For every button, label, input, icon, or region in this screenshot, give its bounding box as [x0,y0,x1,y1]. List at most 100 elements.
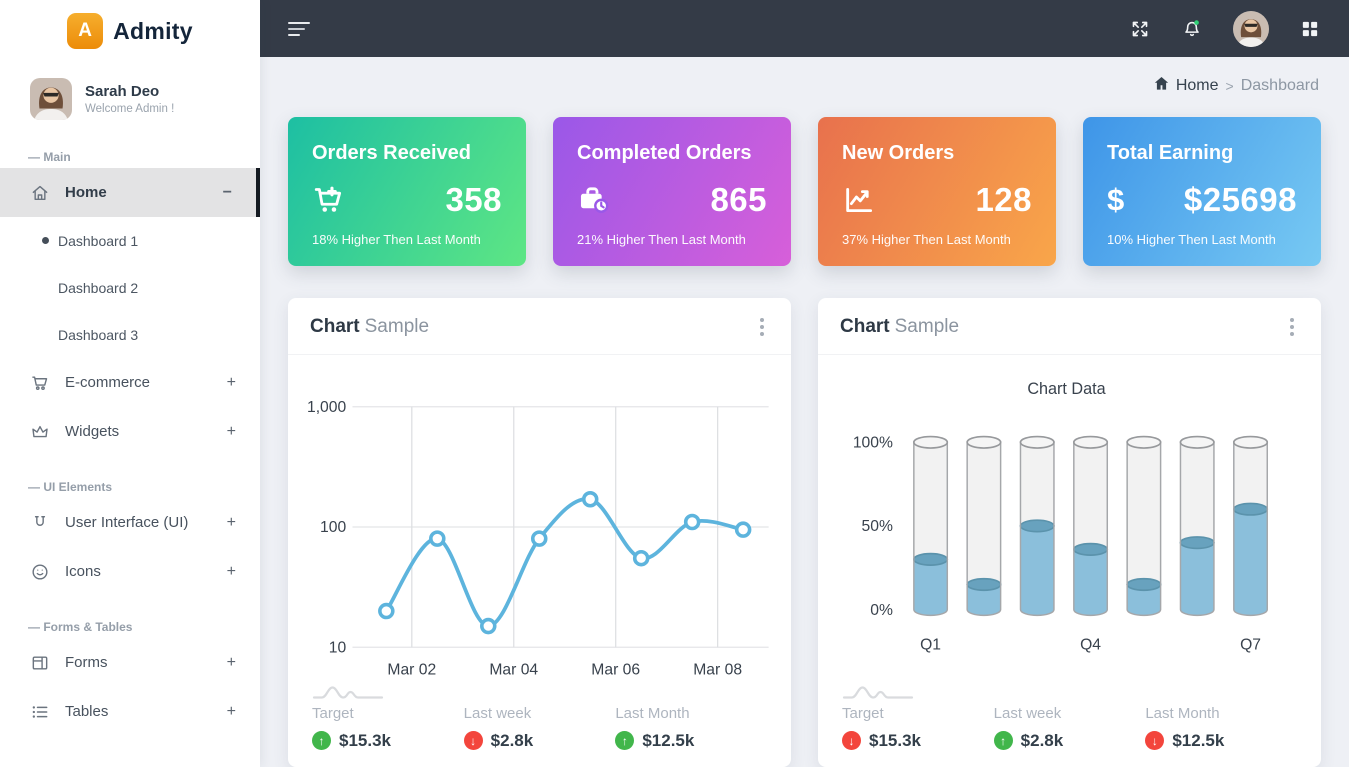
notifications-bell-icon[interactable] [1181,18,1203,40]
arrow-up-circle-icon: ↑ [993,731,1013,751]
sidebar-subitem-dashboard-1[interactable]: Dashboard 1 [0,217,260,264]
breadcrumb: Home > Dashboard [288,67,1321,117]
kebab-menu-icon[interactable] [1285,315,1299,339]
user-avatar[interactable] [1233,10,1269,47]
line-chart-point [480,617,497,635]
chart-card-footer: Target ↓ $15.3k Last week ↑ $2.8k Last Month ↓ $… [818,681,1321,767]
sidebar-item-tables[interactable]: Tables + [0,687,260,736]
svg-text:Mar 06: Mar 06 [591,661,640,678]
sidebar-subitem-label: Dashboard 3 [58,326,139,343]
apps-grid-icon[interactable] [1299,18,1321,40]
nav-group-label: — Forms & Tables [28,620,133,634]
cylinder-gauge [1232,435,1269,617]
breadcrumb-home-link[interactable]: Home [1153,75,1219,97]
plus-expander-icon[interactable]: + [226,513,236,531]
sidebar-item-user-interface-ui[interactable]: User Interface (UI) + [0,498,260,547]
sidebar: A Admity Sarah Deo Welcome Admin ! — Mai… [0,0,260,767]
stat-card-middle: 358 [312,181,502,219]
footer-stat-target: Target ↑ $15.3k [312,683,464,751]
svg-text:Q1: Q1 [920,636,941,653]
footer-spacer [1145,683,1297,705]
footer-stat-last-month: Last Month ↑ $12.5k [615,683,767,751]
sidebar-item-label: Icons [65,563,101,580]
svg-text:100: 100 [320,519,346,536]
form-icon [30,653,50,673]
svg-text:1,000: 1,000 [307,399,347,416]
minus-collapse-icon[interactable]: − [222,183,232,201]
sidebar-item-forms[interactable]: Forms + [0,638,260,687]
footer-stat-label: Last week [993,704,1062,722]
arrow-up-circle-icon: ↑ [615,731,635,751]
chart-line-icon [842,183,876,217]
sidebar-subitem-dashboard-3[interactable]: Dashboard 3 [0,311,260,358]
arrow-down-circle-icon: ↓ [842,731,861,751]
chart-title-bold: Chart [840,316,890,337]
plus-expander-icon[interactable]: + [226,702,236,720]
stat-card-middle: 128 [842,181,1032,219]
sidebar-item-home[interactable]: Home − [0,168,260,217]
plus-expander-icon[interactable]: + [226,653,236,671]
navbar-actions [1129,10,1321,47]
line-chart-point [632,549,650,567]
sidebar-item-icons[interactable]: Icons + [0,547,260,596]
home-icon [1153,75,1170,97]
svg-text:10: 10 [329,639,347,656]
hamburger-menu-icon[interactable] [288,21,310,36]
plus-expander-icon[interactable]: + [226,373,236,391]
footer-stat-value: ↓ $12.5k [1145,731,1297,751]
svg-text:Mar 08: Mar 08 [693,661,742,678]
sidebar-item-widgets[interactable]: Widgets + [0,407,260,456]
breadcrumb-home-label: Home [1175,77,1219,94]
footer-stat-value: ↑ $15.3k [312,731,464,751]
stat-card-title: Orders Received [312,142,471,164]
arrow-down-circle-icon: ↓ [463,731,483,751]
breadcrumb-separator: > [1225,78,1234,94]
stat-card-total-earning[interactable]: Total Earning $ $25698 10% Higher Then Last… [1083,117,1321,266]
chart-card-title: Chart Sample [840,316,959,338]
sidebar-item-label: Tables [65,703,109,720]
charts-row: Chart Sample 1,000 100 10 Mar 02 Mar 04 Mar 06 M… [288,298,1321,767]
stat-card-completed-orders[interactable]: Completed Orders 865 21% Higher Then Last … [553,117,791,266]
nav-group-label: — UI Elements [28,480,113,494]
kebab-menu-icon[interactable] [755,315,769,339]
line-chart-point [734,521,752,538]
chart-card-title: Chart Sample [310,316,429,338]
stat-card-note: 10% Higher Then Last Month [1107,232,1276,247]
footer-stat-amount: $12.5k [642,730,695,750]
sidebar-nav: — Main Home − Dashboard 1 Dashboard 2 Dashboa… [0,126,260,736]
profile-widget[interactable]: Sarah Deo Welcome Admin ! [0,62,260,126]
brand-name: Admity [113,17,193,44]
stat-card-orders-received[interactable]: Orders Received 358 18% Higher Then Last M… [288,117,526,266]
sidebar-subitem-label: Dashboard 2 [58,279,139,296]
fullscreen-expand-icon[interactable] [1129,18,1151,40]
sidebar-item-e-commerce[interactable]: E-commerce + [0,358,260,407]
sidebar-subitem-dashboard-2[interactable]: Dashboard 2 [0,264,260,311]
plus-expander-icon[interactable]: + [226,422,236,440]
stat-card-middle: $ $25698 [1107,181,1297,219]
chart-title-light: Sample [894,316,960,337]
line-chart-point [429,530,446,547]
sidebar-item-label: E-commerce [65,374,151,391]
profile-subtitle: Welcome Admin ! [85,103,175,115]
arrow-up-circle-icon: ↑ [312,731,331,751]
chart-card-body: Chart Data 100% 50% 0% Q1 Q4 Q7 [818,355,1321,681]
footer-stat-amount: $2.8k [1020,730,1064,750]
plus-expander-icon[interactable]: + [226,562,236,580]
stat-card-note: 21% Higher Then Last Month [577,232,746,247]
breadcrumb-current: Dashboard [1240,77,1319,94]
arrow-down-circle-icon: ↓ [1145,731,1165,751]
sidebar-submenu: Dashboard 1 Dashboard 2 Dashboard 3 [0,217,260,358]
stat-card-title: Completed Orders [577,142,752,164]
sidebar-item-label: Forms [65,654,108,671]
table-icon [30,702,50,722]
chart-card-header: Chart Sample [288,298,791,355]
chart-title-bold: Chart [310,316,360,337]
chart-card-footer: Target ↑ $15.3k Last week ↓ $2.8k Last Month ↑ $… [288,681,791,767]
brand-logo[interactable]: A Admity [0,0,260,62]
sidebar-item-label: Widgets [65,423,120,440]
stat-card-title: Total Earning [1107,142,1234,164]
line-chart-point [683,513,701,531]
footer-stat-amount: $12.5k [1172,730,1225,750]
stat-card-new-orders[interactable]: New Orders 128 37% Higher Then Last Month [818,117,1056,266]
